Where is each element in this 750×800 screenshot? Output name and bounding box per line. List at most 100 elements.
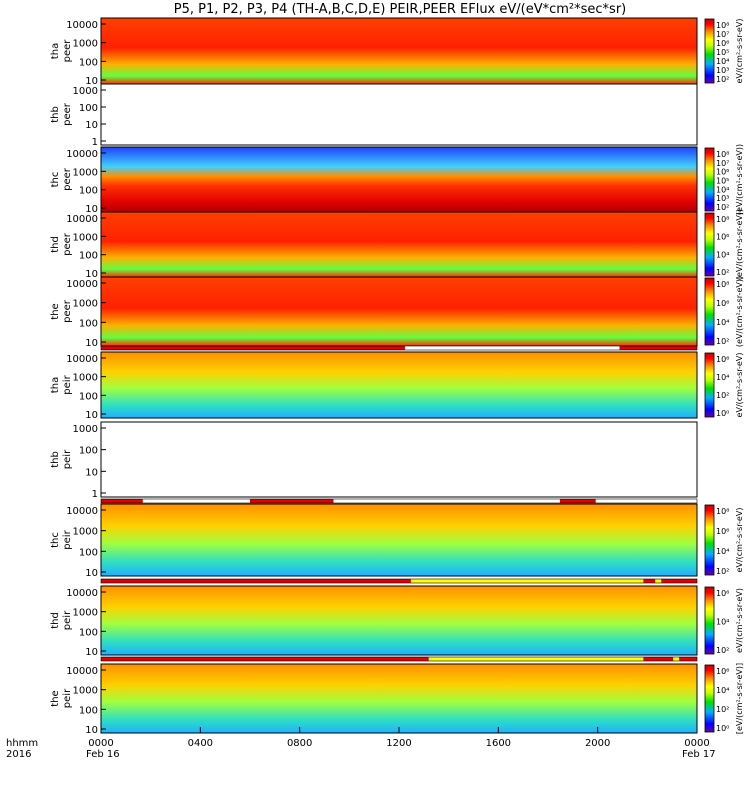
- panel-thb-peer: 1000 100 10 1 thb peer: [50, 83, 698, 148]
- colorbar-tick-label: 10⁶: [716, 39, 729, 48]
- colorbar-tick-label: 10⁶: [716, 589, 729, 598]
- panel-label-probe: thb: [50, 106, 61, 123]
- panel-label-probe: thc: [50, 172, 61, 188]
- colorbar-tick-label: 10⁷: [716, 30, 729, 39]
- x-tick-label: 1200: [386, 738, 411, 749]
- spectrogram: [101, 664, 697, 733]
- mode-bar: [100, 578, 698, 584]
- mode-bar-segment: [661, 579, 697, 583]
- year-row-label: 2016: [6, 749, 31, 760]
- y-tick-label: 100: [79, 391, 98, 402]
- colorbar-tick-label: 10⁶: [716, 233, 729, 242]
- panel-thc-peir: 10000 1000 100 10 thc peir 10⁸ 10⁶ 10⁴ 10² eV/(cm²…: [50, 503, 744, 579]
- panel-label-species: peir: [62, 610, 73, 630]
- panel-thd-peir: 10000 1000 100 10 thd peir 10⁶ 10⁴ 10² eV/(cm²-s-…: [50, 585, 744, 658]
- colorbar-tick-label: 10⁰: [716, 724, 729, 733]
- mode-bar-segment: [250, 499, 334, 503]
- mode-bar: [100, 498, 698, 504]
- mode-bar-frame: [100, 345, 698, 351]
- y-tick-label: 1000: [73, 608, 98, 619]
- colorbar: [704, 147, 715, 212]
- x-tick-label: 0400: [188, 738, 213, 749]
- colorbar-tick-label: 10²: [716, 567, 729, 576]
- panel-frame: [100, 421, 698, 498]
- colorbar-unit-label: [eV/(cm²-s-sr-eV)]: [735, 663, 744, 734]
- colorbar-tick-label: 10⁸: [716, 280, 729, 289]
- spectrogram: [101, 277, 697, 346]
- panel-the-peir: 10000 1000 100 10 the peir 10⁶ 10⁴ 10² 10⁰ [eV/(cm…: [50, 663, 744, 736]
- mode-bar-segment: [679, 657, 697, 661]
- x-tick-label: 0000: [684, 738, 709, 749]
- mode-bar: [100, 656, 698, 662]
- spectrogram: [101, 504, 697, 576]
- colorbar-tick-label: 10²: [716, 75, 729, 84]
- y-tick-label: 10: [85, 467, 98, 478]
- panel-thb-peir: 1000 100 10 1 thb peir: [50, 421, 698, 500]
- mode-bar-segment: [101, 579, 411, 583]
- colorbar-tick-label: 10⁴: [716, 618, 729, 627]
- colorbar-tick-label: 10⁸: [716, 21, 729, 30]
- colorbar-tick-label: 10⁵: [716, 48, 729, 57]
- colorbar-tick-label: 10⁶: [716, 168, 729, 177]
- mode-bar-segment: [619, 346, 697, 350]
- panel-label-species: peer: [62, 102, 73, 126]
- y-tick-label: 1000: [73, 232, 98, 243]
- colorbar-unit-label: (eV/(cm²-s-sr-eV)): [735, 276, 744, 347]
- spectrogram: [101, 212, 697, 277]
- y-tick-label: 100: [79, 186, 98, 197]
- colorbar-tick-label: 10⁶: [716, 527, 729, 536]
- colorbar-unit-label: (eV/(cm²-s-sr-eV)): [735, 144, 744, 215]
- y-tick-label: 1000: [73, 527, 98, 538]
- panel-label-species: peer: [62, 167, 73, 191]
- colorbar-tick-label: 10²: [716, 391, 729, 400]
- y-tick-label: 1000: [73, 686, 98, 697]
- mode-bar-segment: [559, 499, 596, 503]
- colorbar-tick-label: 10²: [716, 268, 729, 277]
- colorbar: [704, 586, 715, 655]
- y-tick-label: 1000: [73, 299, 98, 310]
- y-tick-label: 1000: [73, 424, 98, 435]
- mode-bar-segment: [101, 499, 143, 503]
- y-tick-label: 1000: [73, 373, 98, 384]
- panel-label-probe: thd: [50, 236, 61, 253]
- y-tick-label: 100: [79, 705, 98, 716]
- mode-bar-segment: [404, 346, 620, 350]
- x-tick-label: 0800: [287, 738, 312, 749]
- panel-label-species: peer: [62, 299, 73, 323]
- panel-label-probe: the: [50, 303, 61, 319]
- x-tick-label: 2000: [585, 738, 610, 749]
- panel-thc-peer: 10000 1000 100 10 thc peer 10⁸10⁷10⁶10⁵10⁴10³1…: [50, 144, 744, 215]
- mode-bar-frame: [100, 498, 698, 504]
- x-tick-label: 0000: [88, 738, 113, 749]
- panel-label-species: peer: [62, 39, 73, 63]
- panel-tha-peer: 10000 1000 100 10 tha peer 10⁸10⁷10⁶10⁵10⁴10³1…: [50, 17, 744, 87]
- colorbar: [704, 664, 715, 733]
- colorbar-tick-label: 10⁴: [716, 373, 729, 382]
- y-tick-label: 10: [85, 647, 98, 658]
- colorbar-tick-label: 10²: [716, 646, 729, 655]
- panel-label-species: peir: [62, 449, 73, 469]
- colorbar-unit-label: (eV/(cm²-s-sr-eV)): [735, 209, 744, 280]
- panel-label-probe: tha: [50, 43, 61, 59]
- colorbar: [704, 212, 715, 277]
- mode-bar-segment: [643, 579, 656, 583]
- y-tick-label: 1000: [73, 39, 98, 50]
- start-date-label: Feb 16: [86, 749, 120, 760]
- y-tick-label: 10: [85, 76, 98, 87]
- colorbar-tick-label: 10⁶: [716, 355, 729, 364]
- panel-frame: [100, 585, 698, 656]
- colorbar: [704, 18, 715, 84]
- y-tick-label: 10: [85, 338, 98, 349]
- panel-frame: [100, 351, 698, 419]
- spectrogram: [101, 586, 697, 655]
- y-tick-label: 10000: [66, 666, 98, 677]
- mode-bar-segment: [428, 657, 644, 661]
- panel-label-species: peer: [62, 232, 73, 256]
- spectrogram: [101, 18, 697, 84]
- colorbar-tick-label: 10⁴: [716, 57, 729, 66]
- panel-the-peer: 10000 1000 100 10 the peer 10⁸ 10⁶ 10⁴ 10² (eV/(cm…: [50, 276, 744, 349]
- y-tick-label: 10: [85, 120, 98, 131]
- mode-bar-segment: [101, 657, 429, 661]
- colorbar-unit-label: eV/(cm²-s-sr-eV): [735, 508, 744, 573]
- y-tick-label: 100: [79, 446, 98, 457]
